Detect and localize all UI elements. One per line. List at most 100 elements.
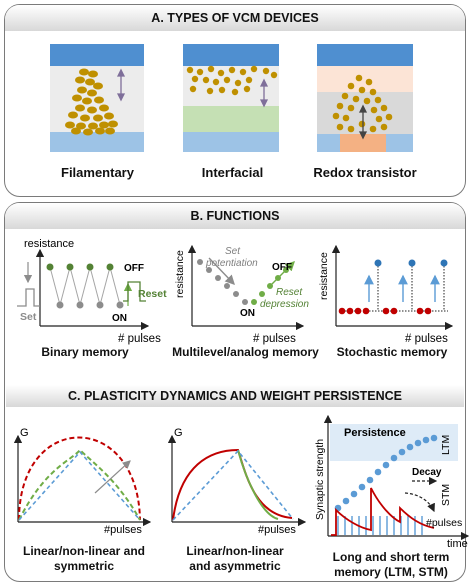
panel-b-title: B. FUNCTIONS [5, 203, 465, 229]
filamentary-device [50, 44, 144, 152]
marker-point [346, 307, 354, 315]
interfacial-device [183, 44, 279, 152]
multilevel-memory-chart: resistance # pulses Set potentiation OFF… [174, 244, 309, 345]
caption-asymmetric-line1: Linear/non-linear [186, 544, 284, 558]
device-label-filamentary: Filamentary [61, 165, 134, 180]
trend-arrow [94, 460, 131, 494]
panel-a-illustrations [50, 44, 413, 152]
y-axis-label: G [20, 427, 29, 439]
marker-point [424, 307, 432, 315]
stimulus-pulses [337, 516, 423, 535]
marker-point [342, 497, 350, 505]
potentiation-arrow [208, 257, 235, 286]
linear-blue-line [172, 449, 294, 521]
up-arrows [364, 274, 440, 302]
marker-point [242, 299, 248, 305]
reset-pulse [123, 281, 146, 302]
top-electrode [183, 44, 279, 66]
top-electrode [317, 44, 413, 66]
dotted-guides [377, 263, 445, 311]
stm-red-trace [331, 487, 435, 536]
caption-ltm-stm-line1: Long and short term [332, 550, 450, 564]
device-label-redox-transistor: Redox transistor [313, 165, 417, 180]
binary-memory-chart: resistance # pulses OFF ON Set Reset [17, 238, 167, 345]
double-arrow-icon [358, 104, 368, 140]
off-label: OFF [124, 263, 144, 274]
redox-transistor-device [317, 44, 413, 152]
panel-functions: B. FUNCTIONS [4, 202, 466, 582]
marker-point [233, 291, 239, 297]
ion-cloud [332, 74, 393, 133]
marker-point [197, 259, 203, 265]
bottom-electrode [50, 132, 144, 152]
marker-point [106, 263, 114, 271]
marker-point [422, 436, 430, 444]
marker-point [354, 307, 362, 315]
x-axis-label: time [447, 538, 468, 550]
marker-point [374, 468, 382, 476]
x-axis-label: # pulses [405, 333, 448, 345]
x-axis-label: #pulses [104, 524, 142, 536]
marker-point [430, 434, 438, 442]
marker-point [251, 299, 257, 305]
marker-point [224, 283, 230, 289]
caption-stochastic-memory: Stochastic memory [336, 345, 448, 359]
y-axis-label: resistance [318, 252, 330, 300]
set-label: Set [20, 311, 37, 323]
set-pulse [17, 288, 40, 307]
marker-point [382, 307, 390, 315]
caption-asymmetric: Linear/non-linear and asymmetric [160, 544, 310, 574]
pulses-label: #pulses [426, 517, 462, 529]
off-state-points [46, 263, 114, 271]
decay-label: Decay [412, 467, 442, 478]
marker-point [56, 301, 64, 309]
on-state-points [56, 301, 124, 309]
marker-point [382, 461, 390, 469]
caption-ltm-stm-line2: memory (LTM, STM) [334, 565, 448, 579]
x-axis-label: #pulses [258, 524, 296, 536]
x-axis-label: # pulses [118, 333, 161, 345]
nonlinear-red-curve [18, 436, 141, 521]
ltm-stm-chart: Synaptic strength time Persistence LTM S… [314, 414, 470, 550]
panel-a-title: A. TYPES OF VCM DEVICES [5, 5, 465, 31]
top-electrode [50, 44, 144, 66]
ltm-label: LTM [440, 435, 452, 455]
ltm-points [334, 434, 438, 512]
bottom-electrode [183, 132, 279, 152]
depression-label: depression [260, 299, 309, 310]
marker-point [96, 301, 104, 309]
marker-point [414, 439, 422, 447]
symmetric-plasticity-chart: G #pulses [13, 427, 152, 536]
marker-point [358, 483, 366, 491]
caption-symmetric-line2: symmetric [53, 559, 115, 573]
marker-point [374, 259, 382, 267]
y-axis-label: Synaptic strength [314, 439, 326, 520]
high-state-points [374, 259, 448, 267]
caption-asymmetric-line2: and asymmetric [189, 559, 281, 573]
stochastic-memory-chart: resistance # pulses [318, 244, 454, 345]
marker-point [338, 307, 346, 315]
marker-point [390, 307, 398, 315]
marker-point [440, 259, 448, 267]
off-label: OFF [272, 262, 292, 273]
marker-point [362, 307, 370, 315]
reset-label: Reset [138, 288, 167, 300]
caption-symmetric: Linear/non-linear and symmetric [4, 544, 164, 574]
reset-label: Reset [276, 287, 303, 298]
panel-c-title-bar: C. PLASTICITY DYNAMICS AND WEIGHT PERSIS… [6, 385, 464, 407]
nonlinear-green-curve [237, 449, 279, 520]
asymmetric-plasticity-chart: G #pulses [167, 427, 307, 536]
switching-zigzag [49, 265, 121, 307]
oxygen-vacancy-layer [186, 65, 278, 96]
y-axis-label: G [174, 427, 183, 439]
y-axis-label: resistance [174, 250, 186, 298]
stm-decay-arrow [404, 492, 435, 513]
marker-point [267, 283, 273, 289]
depression-arrow [271, 261, 295, 285]
caption-symmetric-line1: Linear/non-linear and [22, 544, 145, 558]
gate-region [340, 134, 386, 152]
panel-c-title: C. PLASTICITY DYNAMICS AND WEIGHT PERSIS… [67, 389, 403, 403]
marker-point [398, 448, 406, 456]
marker-point [350, 490, 358, 498]
